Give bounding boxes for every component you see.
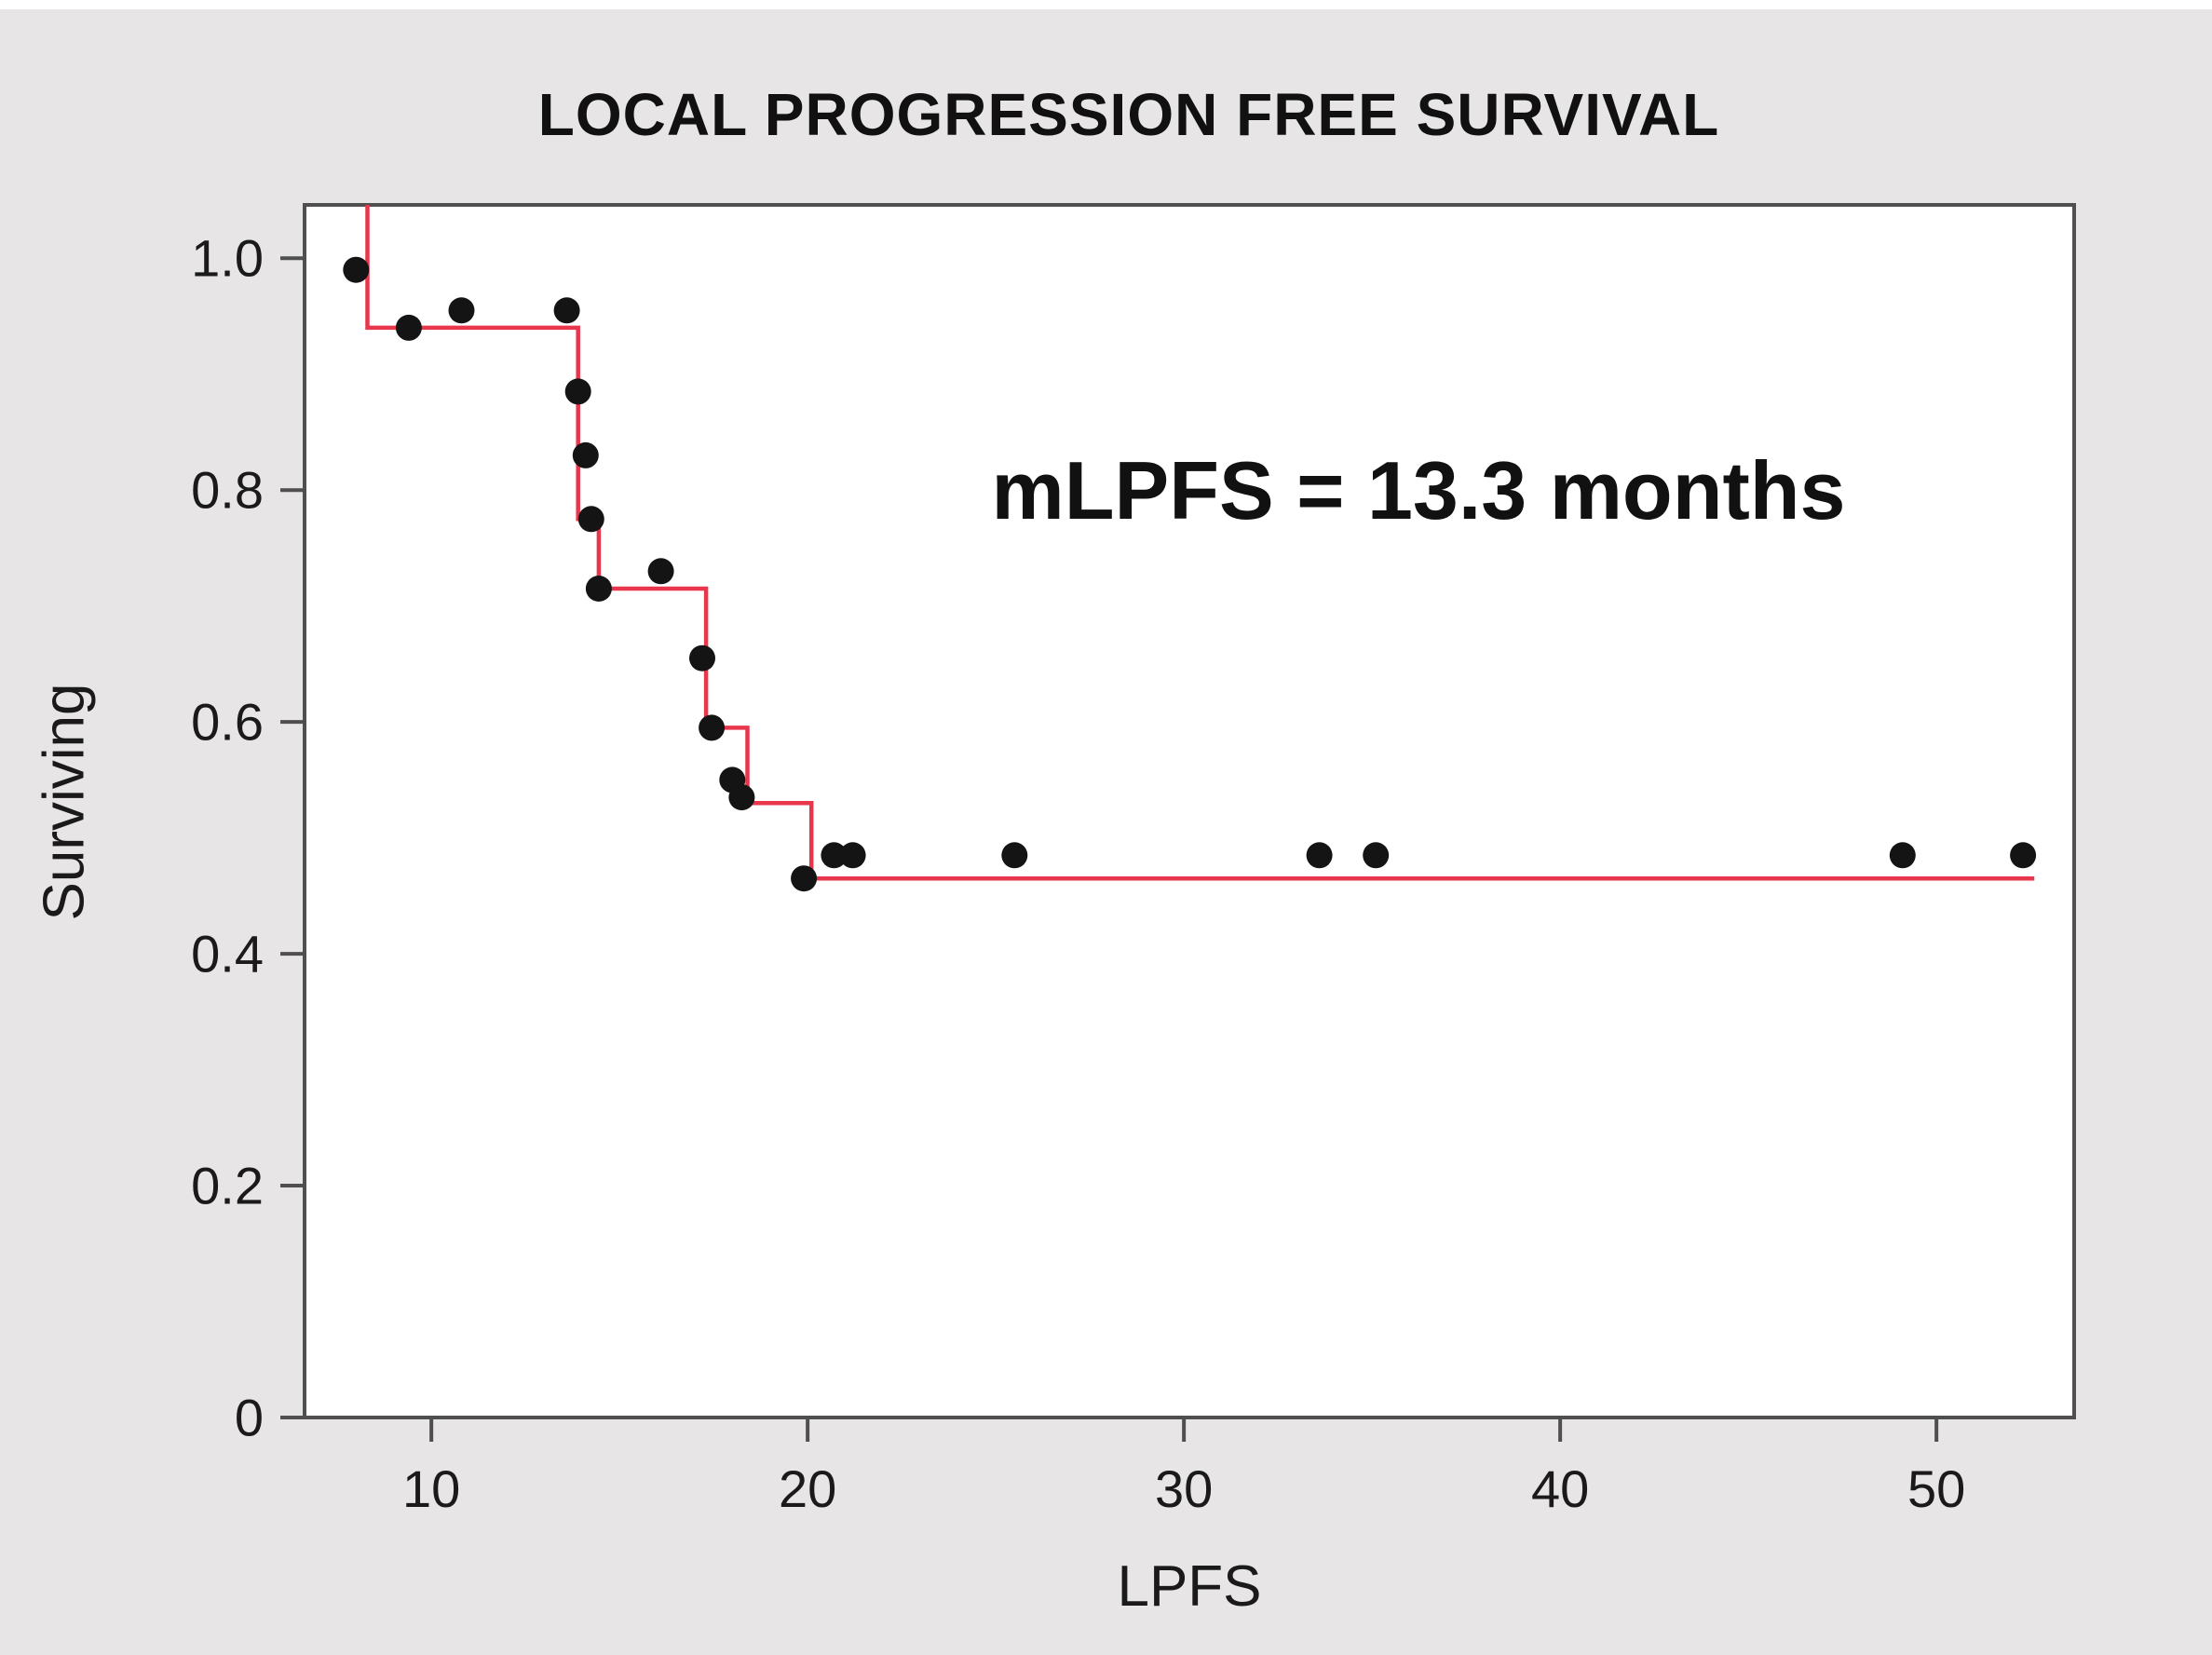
data-point-marker: [1306, 842, 1333, 869]
page-top-strip: [0, 0, 2212, 9]
data-point-marker: [572, 441, 599, 468]
y-axis-label: Surviving: [32, 683, 97, 921]
data-point-marker: [791, 865, 818, 892]
chart-title: LOCAL PROGRESSION FREE SURVIVAL: [537, 81, 1720, 148]
x-tick-label: 10: [401, 1459, 461, 1518]
data-point-marker: [564, 378, 591, 405]
data-point-marker: [1001, 842, 1028, 869]
plot-frame: [303, 203, 2076, 1419]
survival-step-curve: [365, 205, 2035, 881]
data-point-marker: [821, 842, 848, 869]
data-point-marker: [728, 784, 755, 811]
x-tick-label: 50: [1907, 1459, 1966, 1518]
data-point-marker: [2010, 842, 2037, 869]
median-lpfs-annotation: mLPFS = 13.3 months: [991, 444, 1846, 536]
data-point-marker: [1363, 842, 1390, 869]
x-tick-label: 20: [778, 1459, 837, 1518]
y-tick-label: 0.4: [191, 924, 264, 984]
data-point-marker: [839, 842, 866, 869]
y-tick-label: 0.8: [191, 460, 264, 520]
y-tick-label: 1.0: [191, 228, 264, 288]
data-point-marker: [689, 644, 715, 671]
data-point-marker: [395, 314, 422, 341]
data-point-marker: [343, 256, 370, 283]
data-point-marker: [577, 506, 604, 533]
data-point-marker: [553, 297, 580, 324]
x-tick-label: 30: [1154, 1459, 1214, 1518]
y-tick-label: 0: [234, 1388, 264, 1447]
x-tick-label: 40: [1530, 1459, 1590, 1518]
y-tick-label: 0.6: [191, 692, 264, 752]
data-point-marker: [647, 558, 674, 585]
data-point-marker: [585, 576, 612, 602]
data-point-marker: [1889, 842, 1916, 869]
y-tick-label: 0.2: [191, 1156, 264, 1215]
data-point-marker: [699, 714, 726, 741]
data-point-marker: [448, 297, 475, 324]
x-axis-label: LPFS: [1117, 1554, 1262, 1619]
